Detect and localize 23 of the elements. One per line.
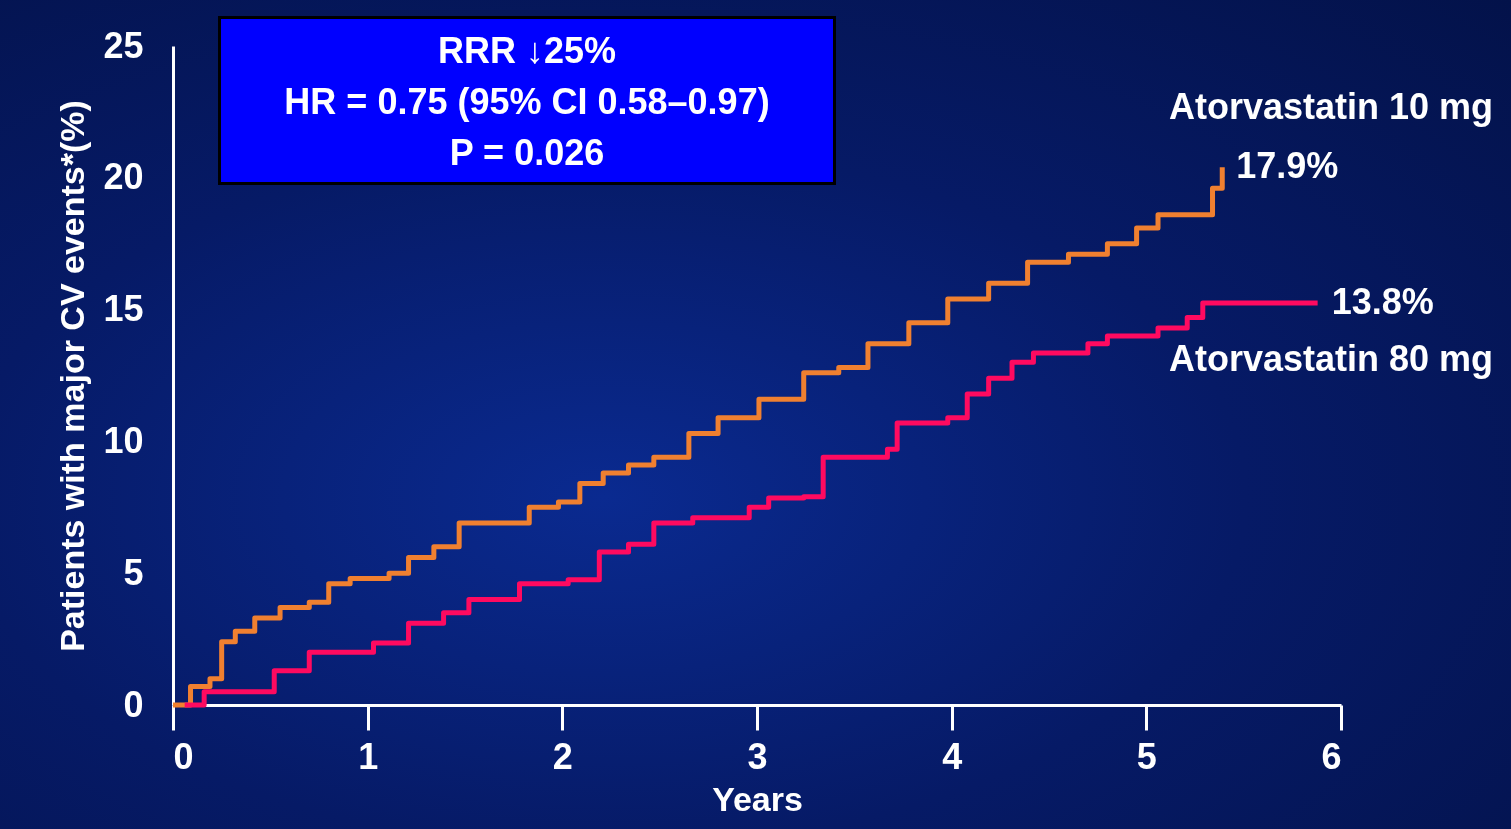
x-tick-label: 3 — [747, 735, 768, 777]
annotation: HR = 0.75 (95% CI 0.58–0.97) — [283, 80, 771, 124]
series-label: Atorvastatin 10 mg — [1168, 86, 1493, 128]
x-tick-label: 5 — [1136, 735, 1157, 777]
annotation: 17.9% — [1236, 145, 1339, 187]
y-tick-label: 5 — [123, 551, 144, 593]
text-box: RRR ↓25% HR = 0.75 (95% CI 0.58–0.97) P = 0.026 — [218, 16, 836, 185]
y-tick-label: 10 — [103, 419, 144, 461]
x-tick-label: 1 — [358, 735, 379, 777]
y-tick-label: 15 — [103, 288, 144, 330]
y-tick-label: 25 — [103, 24, 144, 66]
x-tick-label: 0 — [173, 735, 194, 777]
annotation: RRR ↓25% — [436, 29, 618, 73]
series-label: Atorvastatin 80 mg — [1168, 338, 1493, 380]
x-tick-label: 6 — [1321, 735, 1342, 777]
y-tick-label: 20 — [103, 156, 144, 198]
annotation: P = 0.026 — [448, 131, 606, 175]
annotation: 13.8% — [1331, 281, 1434, 323]
x-tick-label: 4 — [942, 735, 963, 777]
x-tick-label: 2 — [552, 735, 573, 777]
y-tick-label: 0 — [123, 683, 144, 725]
y-axis-title: Patients with major CV events*(%) — [53, 100, 92, 652]
x-axis-title: Years — [712, 779, 803, 818]
